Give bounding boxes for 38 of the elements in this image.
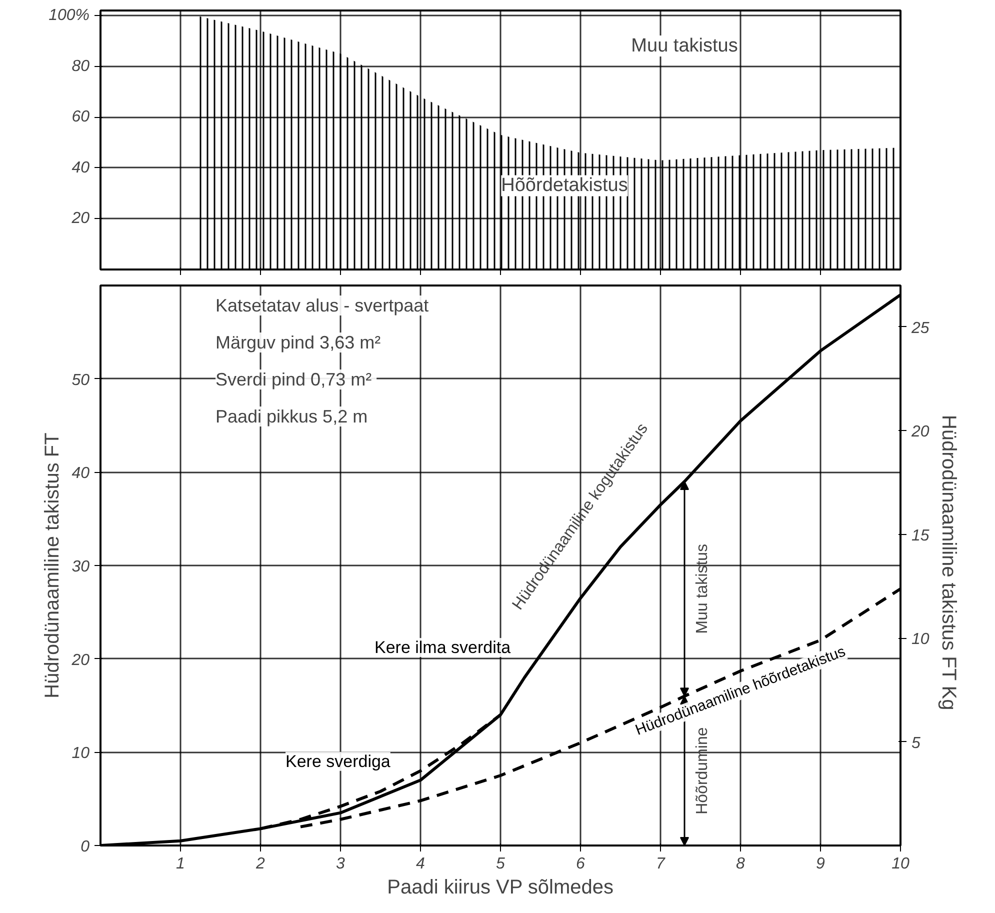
y-tick-label: 100% — [48, 7, 90, 24]
y-tick-label: 60 — [72, 108, 90, 126]
x-tick-label: 10 — [892, 856, 910, 872]
y-tick-label: 20 — [70, 210, 90, 228]
x-tick-label: 8 — [736, 856, 746, 872]
y2-tick-label: 20 — [910, 424, 930, 441]
x-tick-label: 6 — [576, 856, 586, 872]
y-tick-label: 80 — [72, 58, 90, 75]
annotation: Paadi pikkus 5,2 m — [216, 406, 368, 426]
y2-axis-title: Hüdrodünaamiline takistus FT Kg — [937, 414, 960, 710]
x-tick-label: 5 — [496, 856, 506, 872]
annotation: Muu takistus — [631, 36, 738, 57]
y-tick-label: 40 — [72, 465, 90, 482]
y-tick-label: 50 — [72, 372, 90, 389]
series-label: Kere sverdiga — [286, 752, 391, 771]
y-tick-label: 10 — [72, 745, 90, 762]
y-tick-label: 30 — [72, 558, 90, 576]
annotation: Muu takistus — [694, 544, 711, 634]
y2-tick-label: 15 — [912, 527, 930, 544]
annotation: Märguv pind 3,63 m² — [216, 332, 381, 352]
annotation: Sverdi pind 0,73 m² — [216, 370, 372, 390]
x-axis-title: Paadi kiirus VP sõlmedes — [387, 876, 614, 898]
series-label: Kere ilma sverdita — [374, 638, 512, 657]
y-tick-label: 0 — [80, 838, 90, 856]
y-axis-title: Hüdrodünaamiline takistus FT — [42, 432, 64, 698]
y2-tick-label: 5 — [912, 734, 920, 752]
x-tick-label: 7 — [656, 856, 666, 872]
y2-tick-label: 25 — [910, 320, 930, 337]
x-tick-label: 2 — [255, 856, 266, 872]
x-tick-label: 3 — [336, 856, 346, 872]
annotation: Katsetatav alus - svertpaat — [216, 296, 429, 316]
y-tick-label: 40 — [72, 159, 90, 176]
y2-tick-label: 10 — [912, 631, 930, 648]
annotation: Hõõrdetakistus — [501, 175, 628, 196]
x-tick-label: 1 — [176, 856, 185, 872]
x-tick-label: 9 — [816, 856, 826, 872]
x-tick-label: 4 — [416, 856, 426, 872]
y-tick-label: 20 — [70, 652, 90, 669]
